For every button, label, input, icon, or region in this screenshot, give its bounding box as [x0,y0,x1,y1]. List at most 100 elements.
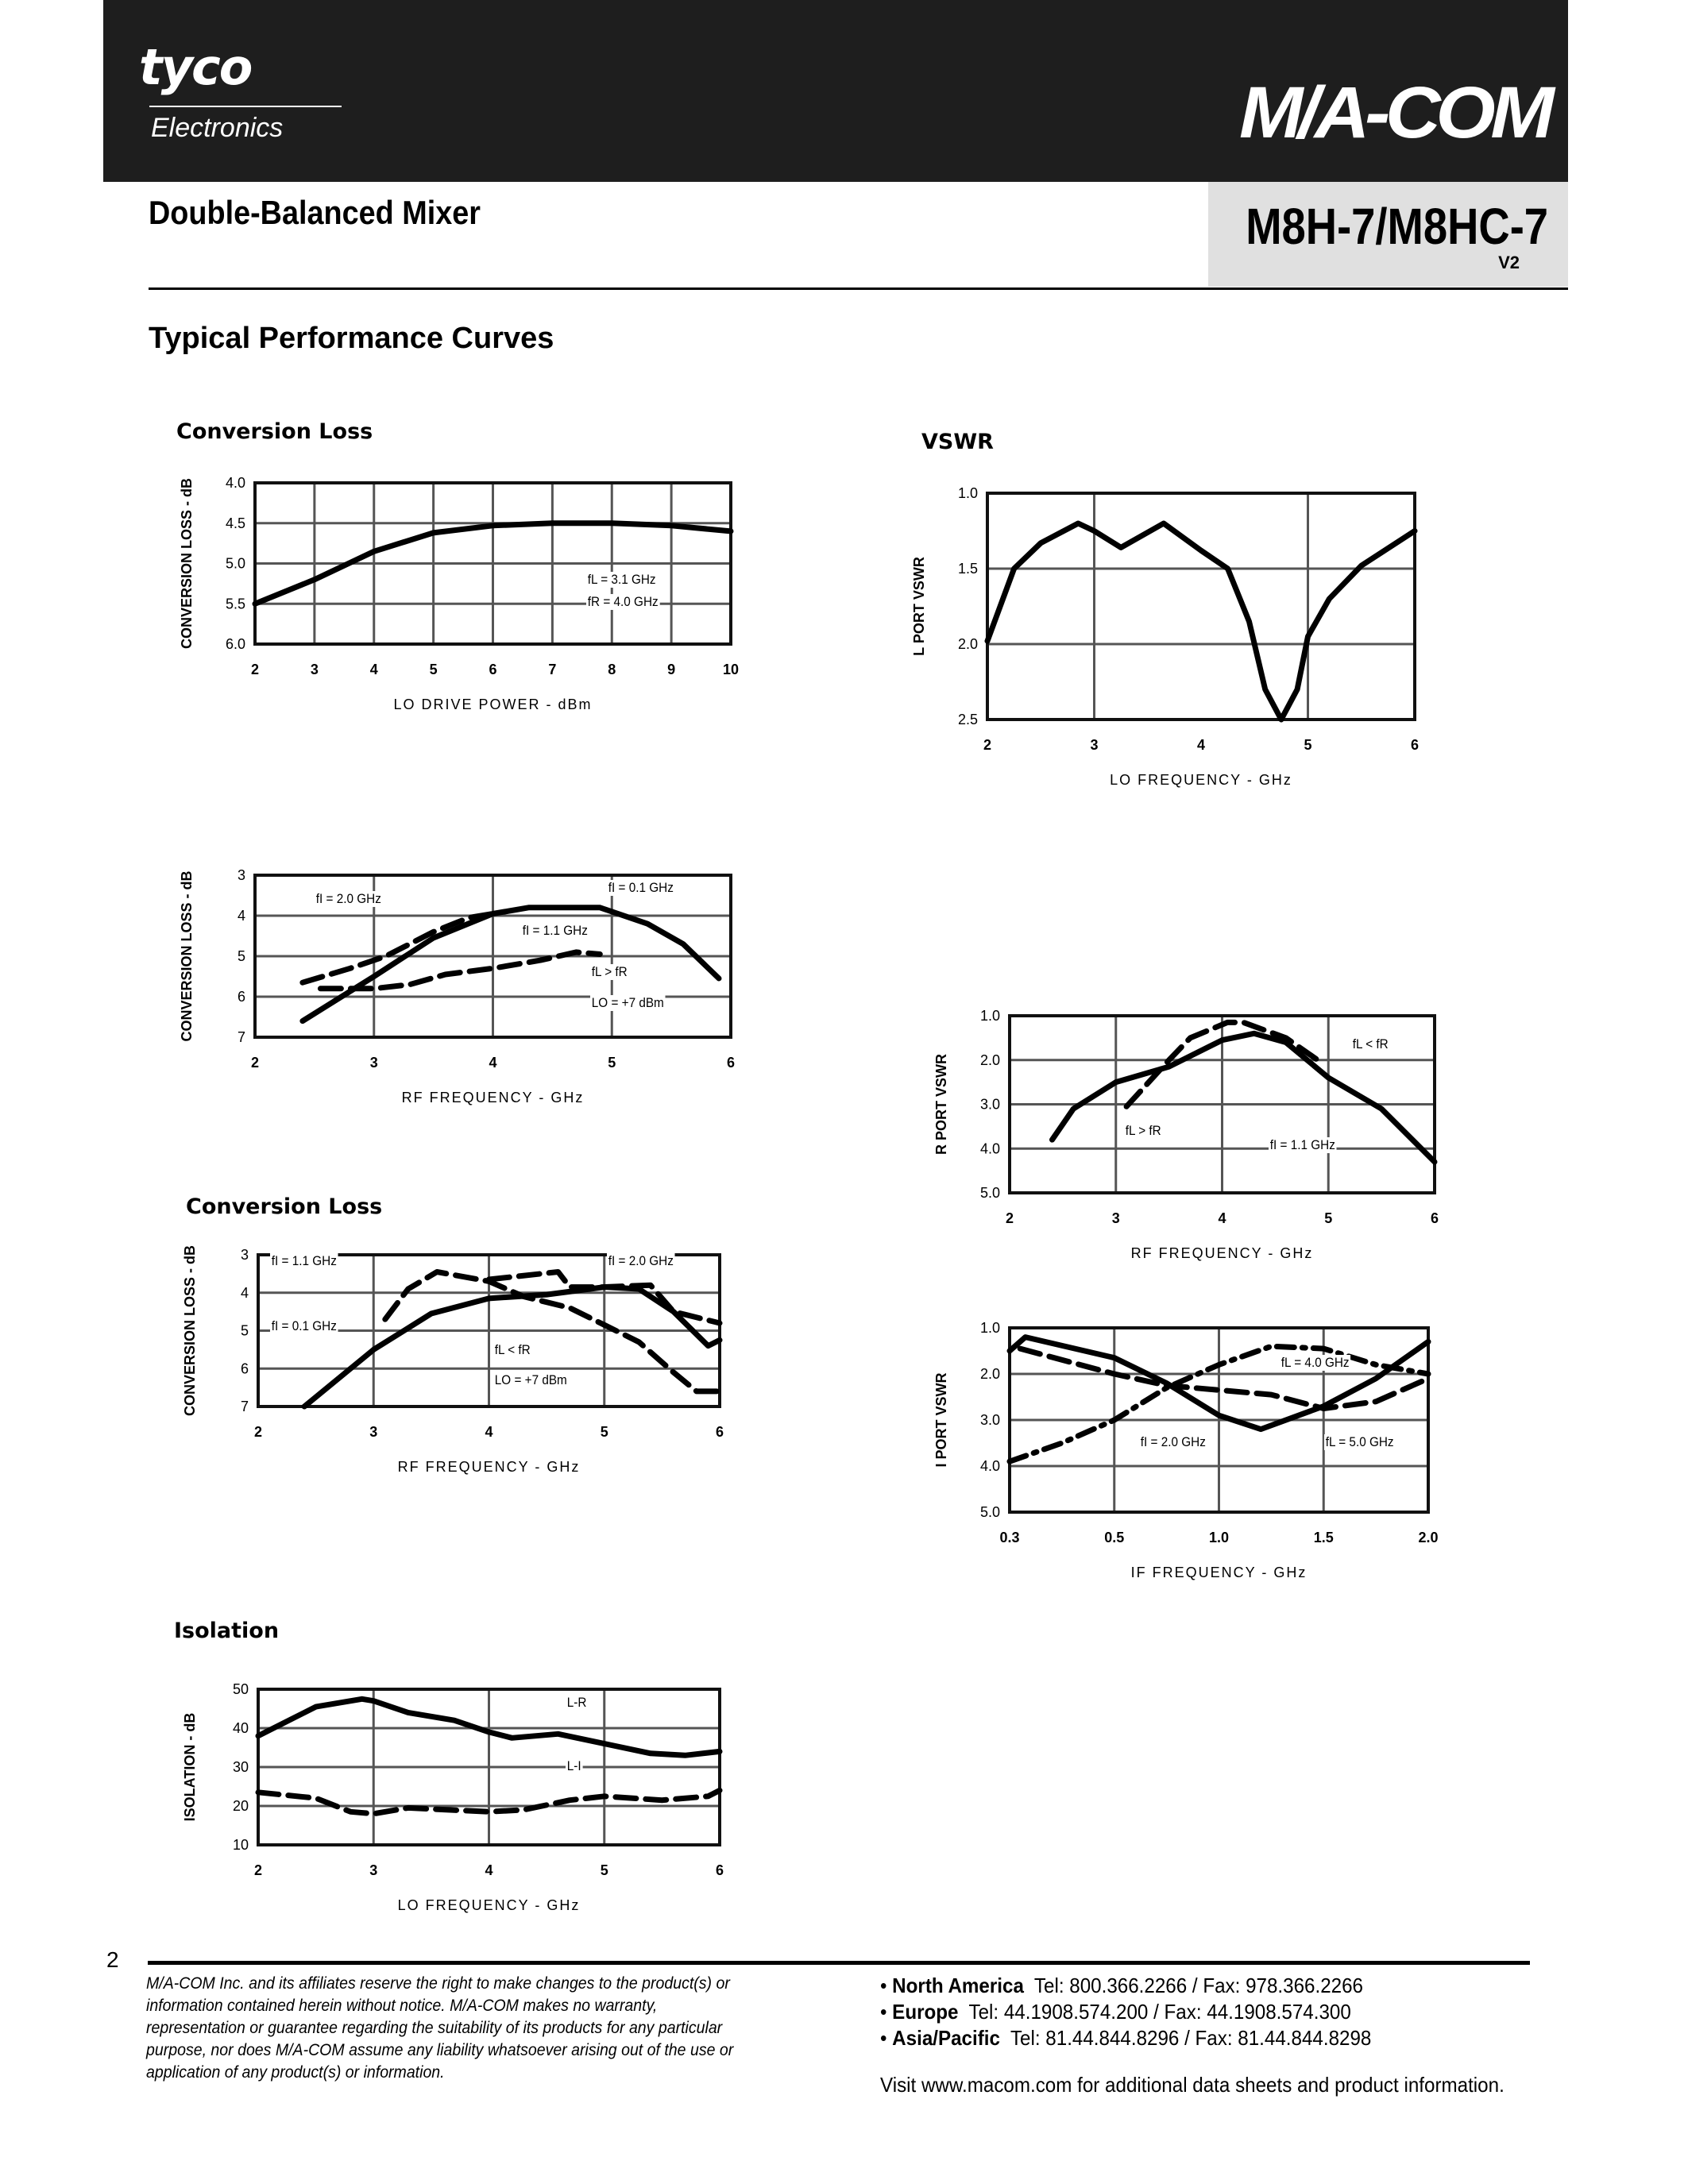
x-tick-label: 6 [489,662,496,677]
footer-divider [148,1961,1530,1965]
revision: V2 [1498,253,1520,272]
x-tick-label: 2 [983,737,991,753]
section-title: Typical Performance Curves [149,322,554,355]
chart-annotation: fI = 0.1 GHz [270,1318,338,1334]
header-band [103,0,1568,182]
y-tick-label: 4.0 [980,1458,1000,1474]
y-tick-label: 30 [233,1759,249,1775]
y-tick-label: 4.0 [980,1140,1000,1156]
x-axis-label: IF FREQUENCY - GHz [1131,1565,1308,1580]
y-tick-label: 2.0 [980,1052,1000,1068]
plot-frame [1008,1014,1436,1194]
x-tick-label: 4 [1218,1210,1226,1226]
series-line [1049,1030,1438,1165]
x-tick-label: 3 [369,1862,377,1878]
disclaimer: M/A-COM Inc. and its affiliates reserve … [146,1974,734,2082]
chart-annotation: fL = 4.0 GHz [1280,1355,1351,1371]
chart-4: Conversion Loss 2 3 4 5 6 3 4 5 6 7 RF FREQUENCY - … [182,1194,724,1475]
y-tick-label: 1.0 [980,1320,1000,1336]
y-tick-label: 20 [233,1798,249,1814]
chart-title: Conversion Loss [176,419,373,444]
x-tick-label: 5 [601,1862,608,1878]
x-tick-label: 2 [251,662,259,677]
x-tick-label: 3 [369,1424,377,1440]
chart-annotation: fI = 1.1 GHz [521,923,589,939]
chart-annotation: fI = 0.1 GHz [607,880,675,896]
x-tick-label: 5 [430,662,438,677]
x-axis-label: LO FREQUENCY - GHz [1110,772,1292,788]
x-tick-label: 8 [608,662,616,677]
x-tick-label: 6 [727,1055,735,1071]
plot-frame [986,492,1416,721]
y-tick-label: 7 [238,1029,245,1045]
x-axis-label: RF FREQUENCY - GHz [1131,1245,1314,1261]
y-tick-label: 2.0 [958,636,978,652]
chart-5: 2 3 4 5 6 1.0 2.0 3.0 4.0 5.0 RF FREQUENCY - GHz R … [933,1008,1439,1261]
x-tick-label: 0.5 [1104,1530,1124,1545]
x-tick-label: 6 [716,1424,724,1440]
chart-annotation: fL = 3.1 GHz [586,572,658,588]
y-axis-label: CONVERSION LOSS - dB [179,870,195,1041]
series-line [252,520,734,607]
plot-frame [257,1253,721,1408]
x-axis-label: LO FREQUENCY - GHz [398,1897,581,1913]
chart-annotation: fR = 4.0 GHz [586,594,660,610]
chart-annotation: fL < fR [493,1342,532,1358]
contact-list: • North America Tel: 800.366.2266 / Fax:… [880,1973,1371,2051]
x-tick-label: 2 [1006,1210,1014,1226]
x-tick-label: 2 [254,1424,262,1440]
series-line [382,1269,723,1395]
y-tick-label: 5.0 [980,1504,1000,1520]
chart-2: VSWR 2 3 4 5 6 1.0 1.5 2.0 2.5 LO FREQUENCY - GHz L… [911,430,1419,788]
website-link[interactable]: Visit www.macom.com for additional data … [880,2073,1505,2097]
x-tick-label: 7 [548,662,556,677]
y-tick-label: 6 [241,1360,249,1376]
chart-annotation: L-R [566,1695,589,1711]
contact-north-america: • North America Tel: 800.366.2266 / Fax:… [880,1974,1364,1997]
x-tick-label: 5 [1324,1210,1332,1226]
x-tick-label: 4 [489,1055,496,1071]
chart-annotation: fL < fR [1351,1036,1390,1052]
y-tick-label: 5 [238,948,245,964]
chart-annotation: fI = 2.0 GHz [315,891,383,907]
y-axis-label: L PORT VSWR [911,557,927,656]
y-tick-label: 6.0 [226,636,245,652]
series-line [299,911,496,986]
x-tick-label: 0.3 [999,1530,1019,1545]
x-tick-label: 4 [485,1424,492,1440]
chart-6: 0.3 0.5 1.0 1.5 2.0 1.0 2.0 3.0 4.0 5.0 IF FREQUEN… [933,1320,1439,1580]
y-tick-label: 3 [238,867,245,883]
series-line [984,520,1418,723]
chart-annotation: fL > fR [590,964,629,980]
y-axis-label: CONVERSION LOSS - dB [179,478,195,649]
page-number: 2 [106,1947,119,1972]
x-tick-label: 1.5 [1314,1530,1334,1545]
chart-annotation: LO = +7 dBm [493,1372,569,1388]
x-tick-label: 4 [485,1862,492,1878]
chart-title: Isolation [174,1619,279,1643]
plot-frame [253,874,732,1039]
x-tick-label: 6 [1431,1210,1439,1226]
y-tick-label: 5.0 [980,1185,1000,1201]
chart-title: Conversion Loss [186,1194,382,1219]
plot-frame [1008,1326,1430,1514]
y-axis-label: R PORT VSWR [933,1054,949,1155]
chart-annotation: fL > fR [1124,1123,1163,1139]
x-axis-label: LO DRIVE POWER - dBm [393,696,592,712]
chart-annotation: L-I [566,1758,583,1774]
chart-3: 2 3 4 5 6 3 4 5 6 7 RF FREQUENCY - GHz CONVERSION L… [179,867,735,1106]
y-tick-label: 1.5 [958,561,978,577]
series-line [1006,1334,1431,1433]
x-tick-label: 10 [723,662,739,677]
y-axis-label: I PORT VSWR [933,1372,949,1467]
series-line [1006,1343,1431,1464]
x-tick-label: 2 [251,1055,259,1071]
series-line [317,949,603,992]
chart-title: VSWR [921,430,994,454]
product-type: Double-Balanced Mixer [149,194,481,231]
logo-divider [149,106,342,107]
y-tick-label: 4 [241,1285,249,1301]
y-tick-label: 4 [238,908,245,924]
x-tick-label: 3 [1112,1210,1120,1226]
series-line [1123,1019,1321,1109]
